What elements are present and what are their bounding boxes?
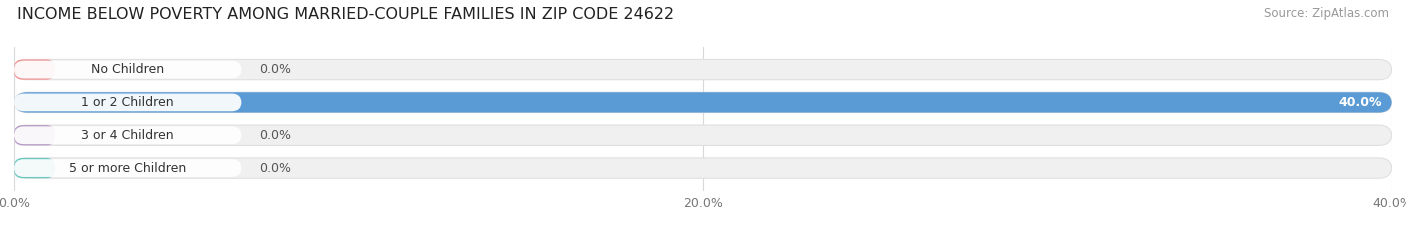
FancyBboxPatch shape (14, 126, 242, 144)
Text: No Children: No Children (91, 63, 165, 76)
FancyBboxPatch shape (14, 92, 1392, 113)
Text: 0.0%: 0.0% (259, 161, 291, 175)
FancyBboxPatch shape (14, 158, 55, 178)
Text: Source: ZipAtlas.com: Source: ZipAtlas.com (1264, 7, 1389, 20)
Text: 40.0%: 40.0% (1339, 96, 1382, 109)
FancyBboxPatch shape (14, 61, 242, 79)
Text: 3 or 4 Children: 3 or 4 Children (82, 129, 174, 142)
FancyBboxPatch shape (14, 125, 1392, 145)
Text: 1 or 2 Children: 1 or 2 Children (82, 96, 174, 109)
FancyBboxPatch shape (14, 92, 1392, 113)
FancyBboxPatch shape (14, 59, 55, 80)
FancyBboxPatch shape (14, 125, 55, 145)
FancyBboxPatch shape (14, 59, 1392, 80)
FancyBboxPatch shape (14, 158, 1392, 178)
Text: 5 or more Children: 5 or more Children (69, 161, 187, 175)
FancyBboxPatch shape (14, 159, 242, 177)
Text: 0.0%: 0.0% (259, 129, 291, 142)
Text: INCOME BELOW POVERTY AMONG MARRIED-COUPLE FAMILIES IN ZIP CODE 24622: INCOME BELOW POVERTY AMONG MARRIED-COUPL… (17, 7, 673, 22)
Text: 0.0%: 0.0% (259, 63, 291, 76)
FancyBboxPatch shape (14, 94, 242, 111)
